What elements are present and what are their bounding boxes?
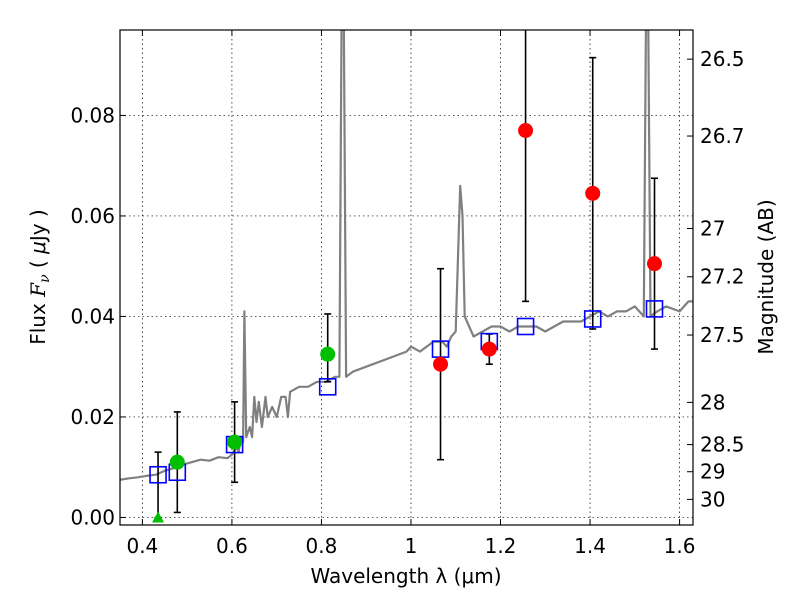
magnitude-tick-label: 28: [700, 390, 725, 414]
y-axis-title-prefix: Flux: [26, 297, 50, 345]
y-axis-title-paren: (: [26, 254, 50, 275]
data-point-marker: [320, 346, 336, 362]
model-point-marker: [516, 317, 535, 336]
y-axis-title: Flux Fν ( μJy ): [26, 209, 53, 345]
x-tick-label: 0.8: [306, 534, 338, 558]
data-point-marker: [647, 256, 663, 272]
y-tick-label: 0.04: [70, 304, 115, 328]
data-point-marker: [169, 454, 185, 470]
data-point-marker: [585, 185, 601, 201]
magnitude-tick-label: 29: [700, 460, 725, 484]
magnitude-tick-label: 26.5: [700, 47, 745, 71]
y-tick-label: 0.00: [70, 505, 115, 529]
model-point-marker: [318, 378, 337, 396]
x-tick-label: 0.6: [216, 534, 248, 558]
magnitude-tick-label: 30: [700, 487, 725, 511]
x-tick-label: 1: [405, 534, 418, 558]
x-tick-label: 1.2: [485, 534, 517, 558]
data-point-marker: [227, 434, 243, 450]
magnitude-tick-label: 27.5: [700, 323, 745, 347]
x-tick-label: 0.4: [126, 534, 158, 558]
y-tick-label: 0.02: [70, 405, 115, 429]
y-axis-title-mu: μ: [26, 241, 50, 255]
plot-series: [120, 30, 693, 523]
y-axis-title-subscript: ν: [37, 274, 53, 283]
magnitude-tick-label: 27: [700, 217, 725, 241]
magnitude-tick-label: 28.5: [700, 433, 745, 457]
magnitude-tick-label: 27.2: [700, 265, 745, 289]
plot-area: [120, 30, 693, 523]
grid-lines: [120, 30, 693, 525]
x-axis-title: Wavelength λ (μm): [310, 564, 501, 588]
plot-frame: [119, 29, 694, 526]
x-tick-label: 1.6: [664, 534, 696, 558]
model-point-marker: [583, 310, 602, 328]
y-axis-title-unit: Jy ): [26, 209, 50, 243]
spectrum-line: [120, 30, 693, 481]
magnitude-tick-label: 26.7: [700, 124, 745, 148]
data-point-marker: [518, 123, 534, 139]
y-tick-label: 0.06: [70, 204, 115, 228]
model-point-marker: [149, 465, 167, 484]
right-axis-title: Magnitude (AB): [754, 199, 778, 354]
x-tick-label: 1.4: [574, 534, 606, 558]
data-point-marker: [481, 341, 497, 357]
model-point-marker: [645, 300, 664, 318]
axis-ticks: 0.4 0.6 0.8 1 1.2 1.4 1.6 0.00 0.02 0.04 0.06 0.08 2…: [70, 30, 745, 558]
upper-limit-marker: [152, 511, 165, 523]
data-point-marker: [433, 356, 449, 372]
y-tick-label: 0.08: [70, 103, 115, 127]
y-axis-title-symbol: F: [26, 282, 50, 298]
